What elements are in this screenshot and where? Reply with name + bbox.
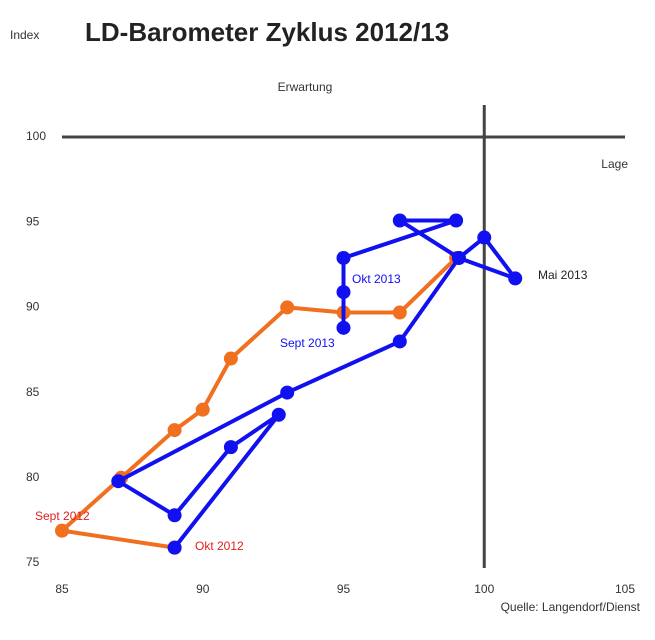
annotation: Sept 2012 [35, 509, 90, 523]
source: Quelle: Langendorf/Dienst [501, 600, 641, 614]
point [449, 213, 464, 228]
point [223, 440, 238, 455]
x-tick-label: 105 [615, 582, 635, 596]
point [336, 250, 351, 265]
y-tick-label: 80 [26, 470, 40, 484]
point [195, 402, 210, 417]
point [392, 305, 407, 320]
point [280, 300, 295, 315]
point [392, 213, 407, 228]
y-axis-label: Erwartung [278, 80, 333, 94]
subtitle: Index [10, 28, 39, 42]
y-tick-label: 100 [26, 129, 46, 143]
point [167, 540, 182, 555]
point [55, 523, 69, 538]
point [451, 250, 466, 265]
y-tick-label: 90 [26, 300, 40, 314]
y-tick-label: 85 [26, 385, 40, 399]
point [167, 423, 182, 438]
x-tick-label: 95 [337, 582, 351, 596]
annotation: Okt 2012 [195, 539, 244, 553]
point [392, 334, 407, 349]
chart-title: LD-Barometer Zyklus 2012/13 [85, 17, 449, 47]
y-tick-label: 95 [26, 214, 40, 228]
annotation: Okt 2013 [352, 272, 401, 286]
point [111, 474, 126, 489]
point [508, 271, 523, 286]
point [223, 351, 238, 366]
point [271, 407, 286, 422]
point [336, 320, 351, 335]
annotation: Sept 2013 [280, 336, 335, 350]
point [167, 508, 182, 523]
x-axis-label: Lage [601, 157, 628, 171]
series-line [116, 218, 518, 549]
point [477, 230, 492, 245]
annotation: Mai 2013 [538, 268, 588, 282]
series-line [60, 256, 458, 550]
x-tick-label: 90 [196, 582, 210, 596]
point [336, 285, 351, 300]
y-tick-label: 75 [26, 555, 40, 569]
point [280, 385, 295, 400]
x-tick-label: 85 [55, 582, 69, 596]
x-tick-label: 100 [474, 582, 494, 596]
